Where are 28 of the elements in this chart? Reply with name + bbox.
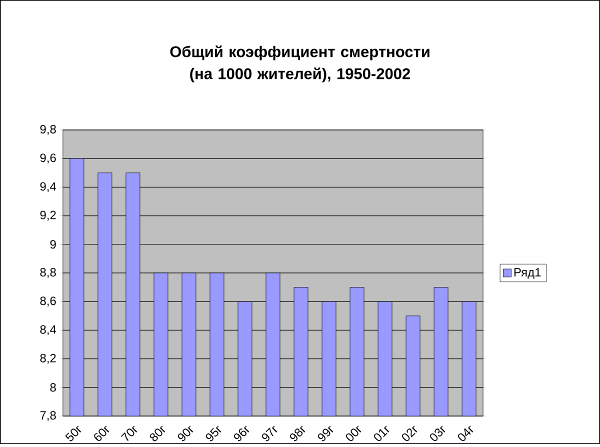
x-tick-label: 00г	[346, 426, 362, 441]
y-tick-label: 8,8	[40, 268, 56, 278]
y-tick-label: 9,8	[40, 124, 56, 135]
x-tick-label: 95г	[206, 426, 222, 442]
y-tick-label: 8,4	[40, 325, 56, 336]
chart-title: Общий коэффициент смертности (на 1000 жителей), 1950-2002	[170, 45, 430, 82]
x-tick-label: 80г	[150, 426, 166, 442]
y-tick-label: 9,4	[40, 182, 56, 192]
x-tick-label: 96г	[234, 426, 250, 442]
x-tick-label: 01г	[374, 426, 390, 441]
x-tick-label: 99г	[318, 426, 334, 442]
x-tick-label: 60г	[94, 426, 110, 441]
y-tick-label: 8,2	[40, 354, 56, 364]
x-tick-label: 50г	[65, 426, 82, 442]
legend-label: Ряд1	[514, 268, 541, 279]
x-tick-label: 97г	[262, 426, 278, 442]
y-tick-label: 9,2	[40, 210, 56, 221]
x-tick-label: 90г	[178, 426, 194, 442]
x-tick-label: 70г	[120, 426, 138, 441]
x-tick-label: 98г	[290, 426, 306, 442]
y-tick-label: 8,6	[40, 296, 56, 306]
y-tick-label: 9,6	[40, 153, 56, 164]
y-tick-label: 9	[50, 240, 56, 249]
x-tick-label: 02г	[402, 426, 418, 441]
x-tick-label: 03г	[430, 426, 446, 441]
y-tick-label: 8	[50, 383, 56, 392]
x-tick-label: 04г	[458, 426, 474, 441]
y-tick-label: 7,8	[40, 410, 56, 421]
